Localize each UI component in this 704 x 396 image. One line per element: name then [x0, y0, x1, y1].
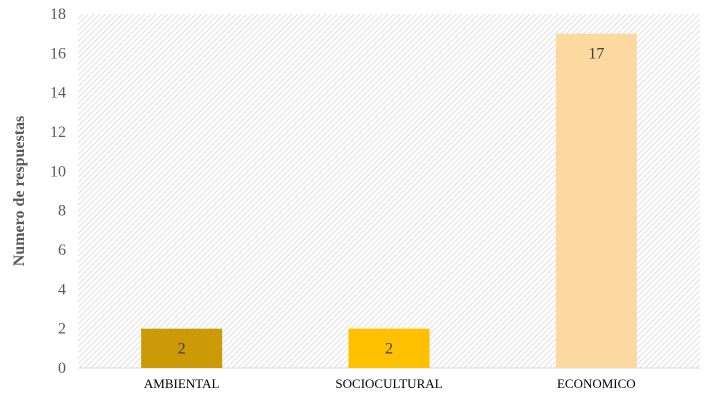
y-tick-label: 18: [50, 6, 66, 23]
y-tick-label: 16: [50, 45, 66, 62]
x-category-label: AMBIENTAL: [144, 376, 220, 391]
y-tick-label: 14: [50, 85, 66, 102]
x-category-label: SOCIOCULTURAL: [335, 376, 442, 391]
data-label: 2: [178, 341, 186, 358]
y-tick-label: 8: [58, 203, 66, 220]
bar-sociocultural: [348, 328, 430, 368]
y-tick-label: 4: [58, 281, 66, 298]
bar-ambiental: [141, 328, 223, 368]
y-tick-label: 10: [50, 163, 66, 180]
data-label: 2: [385, 341, 393, 358]
y-tick-label: 2: [58, 321, 66, 338]
bar-economico: [555, 33, 637, 369]
y-tick-label: 12: [50, 124, 66, 141]
data-label: 17: [588, 46, 604, 63]
y-axis-label: Numero de respuestas: [11, 116, 28, 267]
y-tick-label: 0: [58, 360, 66, 377]
y-tick-label: 6: [58, 242, 66, 259]
x-category-label: ECONOMICO: [557, 376, 636, 391]
